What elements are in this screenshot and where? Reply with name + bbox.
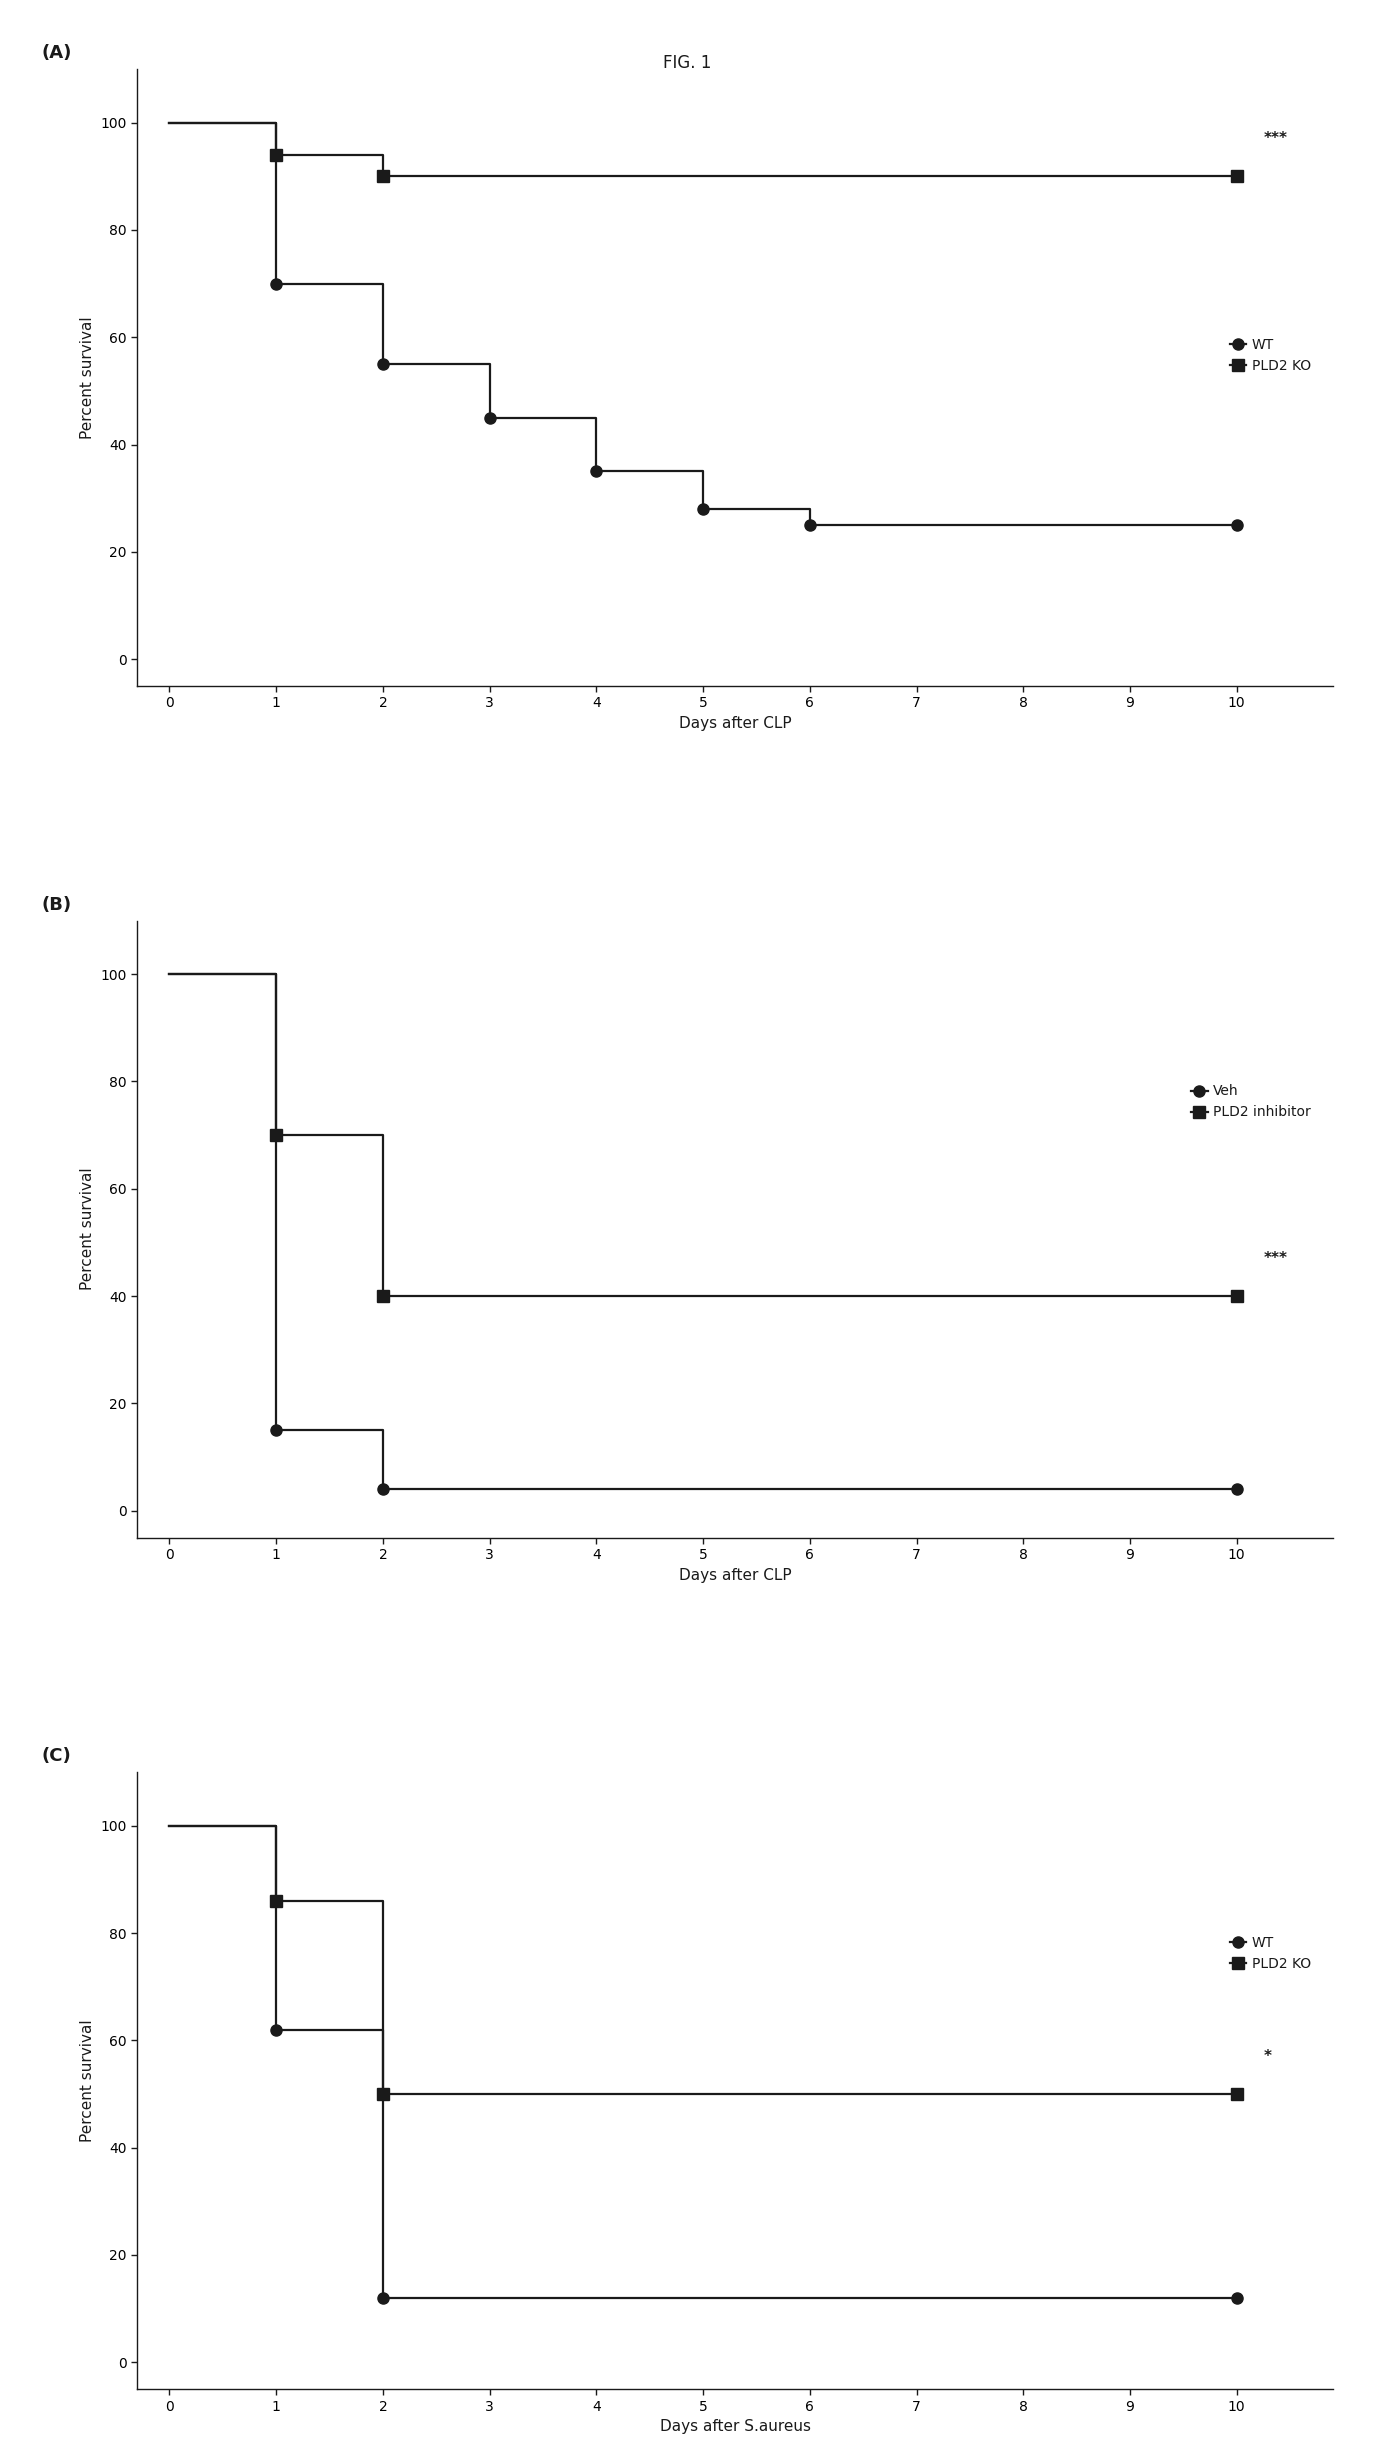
X-axis label: Days after CLP: Days after CLP — [679, 717, 791, 732]
X-axis label: Days after S.aureus: Days after S.aureus — [660, 2419, 811, 2433]
Legend: WT, PLD2 KO: WT, PLD2 KO — [1227, 335, 1314, 374]
Text: ***: *** — [1264, 131, 1287, 145]
Text: FIG. 1: FIG. 1 — [662, 54, 712, 71]
Y-axis label: Percent survival: Percent survival — [80, 1167, 95, 1291]
Legend: WT, PLD2 KO: WT, PLD2 KO — [1227, 1933, 1314, 1973]
Y-axis label: Percent survival: Percent survival — [80, 2020, 95, 2143]
Y-axis label: Percent survival: Percent survival — [80, 315, 95, 438]
Text: (C): (C) — [41, 1746, 71, 1766]
Text: ***: *** — [1264, 1251, 1287, 1266]
X-axis label: Days after CLP: Days after CLP — [679, 1566, 791, 1584]
Text: *: * — [1264, 2049, 1271, 2064]
Text: (A): (A) — [41, 44, 73, 62]
Legend: Veh, PLD2 inhibitor: Veh, PLD2 inhibitor — [1189, 1081, 1314, 1123]
Text: (B): (B) — [41, 897, 71, 914]
